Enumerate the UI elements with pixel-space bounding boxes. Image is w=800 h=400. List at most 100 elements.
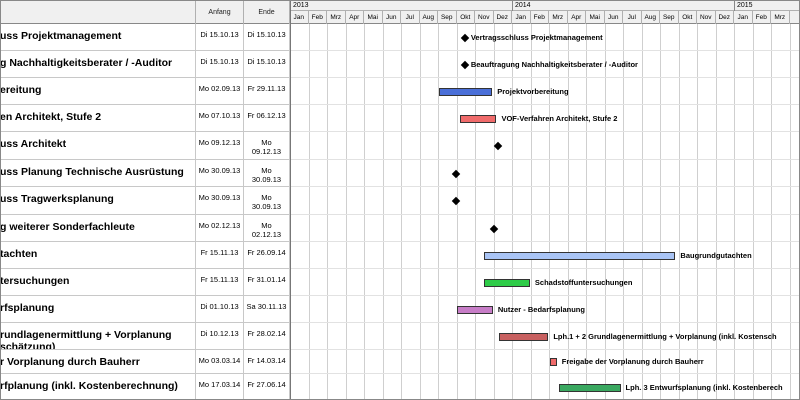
table-header: Anfang Ende: [0, 0, 290, 24]
timeline-row-line: [290, 268, 800, 269]
timeline-row-line: [290, 159, 800, 160]
task-end-date[interactable]: Fr 28.02.14: [244, 323, 290, 349]
task-end-date[interactable]: Fr 14.03.14: [244, 350, 290, 373]
task-start-date[interactable]: Di 01.10.13: [196, 296, 244, 322]
task-end-date[interactable]: Mo 09.12.13: [244, 132, 290, 159]
task-start-date[interactable]: Mo 17.03.14: [196, 374, 244, 400]
task-name-header[interactable]: [0, 0, 196, 24]
task-row[interactable]: tachten Fr 15.11.13 Fr 26.09.14: [0, 242, 290, 269]
task-name[interactable]: r Vorplanung durch Bauherr: [0, 350, 196, 373]
task-name[interactable]: uss Planung Technische Ausrüstung: [0, 160, 196, 186]
milestone-marker[interactable]: [460, 60, 470, 70]
milestone-marker[interactable]: [451, 169, 461, 179]
task-end-date[interactable]: Fr 29.11.13: [244, 78, 290, 104]
task-end-date[interactable]: Mo 02.12.13: [244, 215, 290, 241]
month-gridline: [623, 24, 624, 400]
task-row[interactable]: rundlagenermittlung + Vorplanung schätzun…: [0, 323, 290, 350]
task-name[interactable]: uss Tragwerksplanung: [0, 187, 196, 214]
task-name[interactable]: uss Projektmanagement: [0, 24, 196, 50]
task-name-line: ereitung: [0, 84, 42, 96]
task-name[interactable]: g Nachhaltigkeitsberater / -Auditor: [0, 51, 196, 77]
milestone-marker[interactable]: [489, 224, 499, 234]
month-gridline: [752, 24, 754, 400]
task-start-date[interactable]: Mo 02.12.13: [196, 215, 244, 241]
task-bar[interactable]: [550, 358, 557, 366]
task-start-date[interactable]: Fr 15.11.13: [196, 269, 244, 295]
task-bar[interactable]: [498, 333, 549, 341]
task-bar[interactable]: [483, 252, 676, 260]
task-bar[interactable]: [460, 115, 497, 123]
start-column-header[interactable]: Anfang: [196, 0, 244, 24]
task-start-date[interactable]: Di 15.10.13: [196, 51, 244, 77]
task-name[interactable]: uss Architekt: [0, 132, 196, 159]
task-start-date[interactable]: Fr 15.11.13: [196, 242, 244, 268]
task-row[interactable]: en Architekt, Stufe 2 Mo 07.10.13 Fr 06.12…: [0, 105, 290, 132]
task-name[interactable]: rfplanung (inkl. Kostenberechnung): [0, 374, 196, 400]
task-name-line: uss Tragwerksplanung: [0, 193, 114, 205]
task-name[interactable]: g weiterer Sonderfachleute: [0, 215, 196, 241]
task-row[interactable]: uss Projektmanagement Di 15.10.13 Di 15.10…: [0, 24, 290, 51]
timeline-row-line: [290, 50, 800, 51]
month-gridline: [308, 24, 310, 400]
task-start-date[interactable]: Mo 30.09.13: [196, 187, 244, 214]
task-row[interactable]: r Vorplanung durch Bauherr Mo 03.03.14 Fr …: [0, 350, 290, 374]
milestone-marker[interactable]: [451, 196, 461, 206]
task-name[interactable]: tersuchungen: [0, 269, 196, 295]
task-end-date[interactable]: Sa 30.11.13: [244, 296, 290, 322]
task-row[interactable]: tersuchungen Fr 15.11.13 Fr 31.01.14: [0, 269, 290, 296]
task-end-date[interactable]: Di 15.10.13: [244, 24, 290, 50]
timeline-row-line: [290, 322, 800, 323]
milestone-marker[interactable]: [460, 33, 470, 43]
timescale-month: Sep: [438, 11, 457, 24]
month-gridline: [512, 24, 513, 400]
task-bar[interactable]: [456, 306, 493, 314]
task-start-date[interactable]: Mo 07.10.13: [196, 105, 244, 131]
task-row[interactable]: uss Tragwerksplanung Mo 30.09.13 Mo 30.09.1…: [0, 187, 290, 215]
task-start-date[interactable]: Di 15.10.13: [196, 24, 244, 50]
task-name[interactable]: en Architekt, Stufe 2: [0, 105, 196, 131]
task-name[interactable]: rundlagenermittlung + Vorplanung schätzun…: [0, 323, 196, 349]
month-gridline: [697, 24, 698, 400]
task-end-date[interactable]: Fr 06.12.13: [244, 105, 290, 131]
timescale-month: Okt: [679, 11, 697, 24]
task-name-line: schätzung): [0, 341, 56, 349]
task-row[interactable]: rfsplanung Di 01.10.13 Sa 30.11.13: [0, 296, 290, 323]
task-start-date[interactable]: Mo 03.03.14: [196, 350, 244, 373]
task-name[interactable]: ereitung: [0, 78, 196, 104]
task-start-date[interactable]: Di 10.12.13: [196, 323, 244, 349]
task-start-date[interactable]: Mo 30.09.13: [196, 160, 244, 186]
task-end-date[interactable]: Fr 31.01.14: [244, 269, 290, 295]
task-name-line: r Vorplanung durch Bauherr: [0, 356, 140, 368]
task-bar-label: Baugrundgutachten: [680, 251, 752, 260]
task-name-line: g weiterer Sonderfachleute: [0, 221, 135, 233]
timescale-month: Feb: [309, 11, 327, 24]
task-row[interactable]: uss Architekt Mo 09.12.13 Mo 09.12.13: [0, 132, 290, 160]
table-timeline-divider[interactable]: [290, 0, 291, 400]
task-end-date[interactable]: Fr 27.06.14: [244, 374, 290, 400]
month-gridline: [364, 24, 365, 400]
task-name-line: rundlagenermittlung + Vorplanung: [0, 329, 172, 341]
milestone-marker[interactable]: [494, 141, 503, 151]
task-end-date[interactable]: Di 15.10.13: [244, 51, 290, 77]
task-start-date[interactable]: Mo 09.12.13: [196, 132, 244, 159]
task-name[interactable]: rfsplanung: [0, 296, 196, 322]
task-end-date[interactable]: Fr 26.09.14: [244, 242, 290, 268]
task-name[interactable]: tachten: [0, 242, 196, 268]
timeline-row-line: [290, 373, 800, 374]
task-end-date[interactable]: Mo 30.09.13: [244, 160, 290, 186]
task-row[interactable]: g Nachhaltigkeitsberater / -Auditor Di 15…: [0, 51, 290, 78]
task-end-date-line: Mo: [261, 193, 272, 202]
month-gridline: [345, 24, 347, 400]
task-end-date[interactable]: Mo 30.09.13: [244, 187, 290, 214]
task-row[interactable]: ereitung Mo 02.09.13 Fr 29.11.13: [0, 78, 290, 105]
task-row[interactable]: rfplanung (inkl. Kostenberechnung) Mo 17.…: [0, 374, 290, 400]
task-bar[interactable]: [558, 384, 621, 392]
task-row[interactable]: uss Planung Technische Ausrüstung Mo 30.0…: [0, 160, 290, 187]
task-bar[interactable]: [438, 88, 493, 96]
task-row[interactable]: g weiterer Sonderfachleute Mo 02.12.13 Mo 0…: [0, 215, 290, 242]
task-bar[interactable]: [483, 279, 530, 287]
task-start-date[interactable]: Mo 02.09.13: [196, 78, 244, 104]
end-column-header[interactable]: Ende: [244, 0, 290, 24]
task-bar-label: Nutzer - Bedarfsplanung: [497, 305, 585, 314]
